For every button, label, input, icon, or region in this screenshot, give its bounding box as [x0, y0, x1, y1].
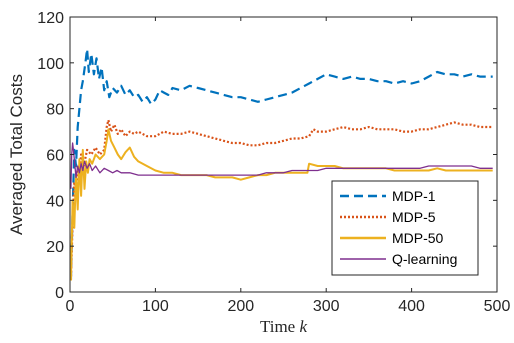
- x-tick-label: 400: [398, 298, 425, 315]
- x-tick-label: 200: [227, 298, 254, 315]
- x-axis-label: Time k: [260, 317, 308, 336]
- x-axis-label-text: Time: [260, 317, 300, 336]
- y-tick-label: 120: [37, 10, 64, 27]
- y-tick-label: 100: [37, 56, 64, 73]
- series-line-q-learning: [70, 142, 493, 189]
- y-tick-label: 80: [46, 102, 64, 119]
- y-tick-label: 0: [55, 285, 64, 302]
- legend-label: MDP-1: [392, 188, 436, 204]
- series-line-mdp-50: [69, 128, 493, 281]
- axis-ticks: 0 100 200 300 400 500 0 20 40 60 80 100 120: [37, 10, 510, 315]
- x-tick-label: 100: [142, 298, 169, 315]
- plot-lines: [69, 47, 493, 281]
- series-line-mdp-1: [69, 47, 493, 281]
- y-axis-label: Averaged Total Costs: [7, 74, 26, 235]
- legend-label: MDP-5: [392, 209, 436, 225]
- legend-label: MDP-50: [392, 230, 444, 246]
- x-tick-label: 0: [66, 298, 75, 315]
- y-tick-label: 40: [46, 193, 64, 210]
- x-tick-label: 300: [313, 298, 340, 315]
- legend-label: Q-learning: [392, 251, 457, 267]
- y-tick-label: 60: [46, 148, 64, 165]
- x-axis-label-variable: k: [299, 317, 307, 336]
- series-line-mdp-5: [69, 118, 493, 281]
- x-tick-label: 500: [484, 298, 511, 315]
- legend: MDP-1 MDP-5 MDP-50 Q-learning: [331, 180, 479, 276]
- y-tick-label: 20: [46, 239, 64, 256]
